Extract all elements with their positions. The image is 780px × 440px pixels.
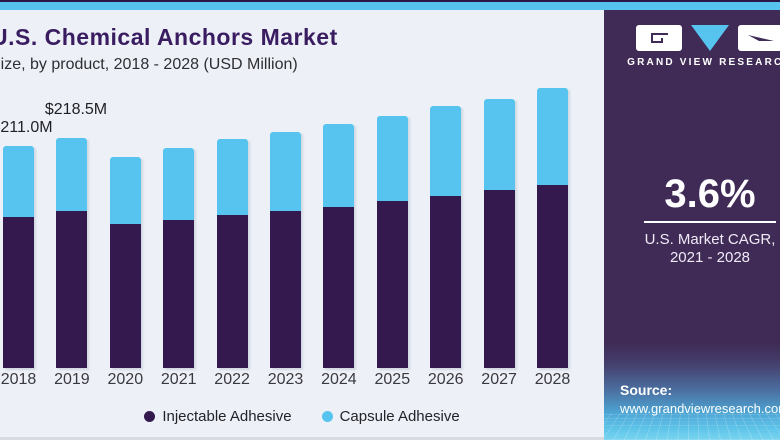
axis-label-2026: 2026 xyxy=(427,371,464,388)
axis-label-2021: 2021 xyxy=(160,371,197,388)
bar-2018 xyxy=(3,145,34,368)
axis-label-2019: 2019 xyxy=(54,371,90,388)
axis-label-2028: 2028 xyxy=(534,371,571,388)
bar-segment-capsule-2025 xyxy=(376,116,408,201)
cagr-value: 3.6% xyxy=(664,172,756,216)
bar-segment-injectable-2021 xyxy=(163,219,195,368)
brand-name: GRAND VIEW RESEARCH xyxy=(627,57,780,68)
bar-segment-injectable-2028 xyxy=(537,184,568,368)
sidebar-panel: GRAND VIEW RESEARCH 3.6% U.S. Market CAG… xyxy=(604,10,780,440)
axis-label-2020: 2020 xyxy=(107,371,144,388)
logo-g-mark-icon xyxy=(636,25,682,51)
bar-segment-capsule-2021 xyxy=(163,147,195,220)
bar-segment-injectable-2022 xyxy=(216,214,248,368)
source-label: Source: xyxy=(620,382,673,398)
cagr-divider xyxy=(644,221,776,223)
cagr-caption-line1: U.S. Market CAGR, xyxy=(644,231,776,248)
bar-2027 xyxy=(483,98,515,368)
source-block: Source: www.grandviewresearch.com xyxy=(620,382,780,416)
data-label-2019: $218.5M xyxy=(44,101,108,118)
logo-r-glyph-icon xyxy=(748,35,774,41)
bar-segment-capsule-2022 xyxy=(216,139,248,215)
chart-legend: Injectable Adhesive Capsule Adhesive xyxy=(0,406,604,426)
logo-g-glyph-icon xyxy=(651,33,668,43)
axis-label-2022: 2022 xyxy=(214,371,250,388)
bar-segment-injectable-2024 xyxy=(323,207,355,368)
bar-segment-capsule-2020 xyxy=(109,157,141,224)
bar-2026 xyxy=(430,105,462,368)
bar-segment-capsule-2019 xyxy=(56,138,88,211)
bar-segment-injectable-2026 xyxy=(430,195,462,368)
legend-item-injectable-adhesive: Injectable Adhesive xyxy=(144,407,292,425)
bar-segment-capsule-2026 xyxy=(430,105,462,196)
legend-item-capsule-adhesive: Capsule Adhesive xyxy=(321,407,460,425)
bar-segment-capsule-2024 xyxy=(323,123,355,207)
bar-segment-capsule-2018 xyxy=(3,145,34,217)
bar-segment-injectable-2018 xyxy=(3,217,34,368)
bar-2025 xyxy=(376,116,408,368)
legend-dot-icon xyxy=(144,410,156,422)
bottom-divider xyxy=(0,437,604,440)
bar-segment-injectable-2025 xyxy=(376,200,408,368)
bar-2020 xyxy=(109,157,141,368)
mesh-grid xyxy=(604,413,780,440)
top-accent-bar xyxy=(0,2,780,10)
axis-label-2018: 2018 xyxy=(0,371,37,388)
bar-2022 xyxy=(216,139,248,368)
axis-label-2025: 2025 xyxy=(374,371,411,388)
bar-segment-injectable-2019 xyxy=(56,210,88,368)
page-title: U.S. Chemical Anchors Market xyxy=(0,24,338,50)
bar-segment-injectable-2027 xyxy=(483,190,515,368)
axis-label-2024: 2024 xyxy=(321,371,357,388)
page-subtitle: Size, by product, 2018 - 2028 (USD Milli… xyxy=(0,56,298,73)
bar-2024 xyxy=(323,123,355,368)
bar-segment-capsule-2028 xyxy=(537,88,568,185)
cagr-block: 3.6% U.S. Market CAGR, 2021 - 2028 xyxy=(604,174,780,266)
top-accent-line xyxy=(0,0,780,2)
legend-dot-icon xyxy=(321,410,333,422)
bar-2023 xyxy=(270,131,301,368)
bar-2019 xyxy=(56,138,88,368)
bar-2021 xyxy=(163,147,195,368)
logo-r-mark-icon xyxy=(738,25,780,51)
bar-segment-injectable-2020 xyxy=(109,223,141,368)
bar-chart: 2018 2019 2020 2021 2022 2023 2024 2025 2026 2027… xyxy=(0,10,604,388)
axis-label-2023: 2023 xyxy=(267,371,304,388)
legend-label: Injectable Adhesive xyxy=(162,407,292,425)
chart-section: U.S. Chemical Anchors Market Size, by pr… xyxy=(0,10,604,440)
axis-label-2027: 2027 xyxy=(481,371,517,388)
bar-segment-capsule-2027 xyxy=(483,98,515,191)
cagr-caption-line2: 2021 - 2028 xyxy=(669,248,751,266)
logo-triangle-icon xyxy=(691,25,729,51)
bar-segment-capsule-2023 xyxy=(270,131,301,211)
bar-segment-injectable-2023 xyxy=(270,210,301,368)
legend-label: Capsule Adhesive xyxy=(339,407,460,425)
source-url: www.grandviewresearch.com xyxy=(620,401,780,416)
data-label-2018: $211.0M xyxy=(0,119,53,136)
bar-2028 xyxy=(537,88,568,368)
mesh-graphic xyxy=(604,344,780,440)
brand-logo xyxy=(604,25,780,51)
